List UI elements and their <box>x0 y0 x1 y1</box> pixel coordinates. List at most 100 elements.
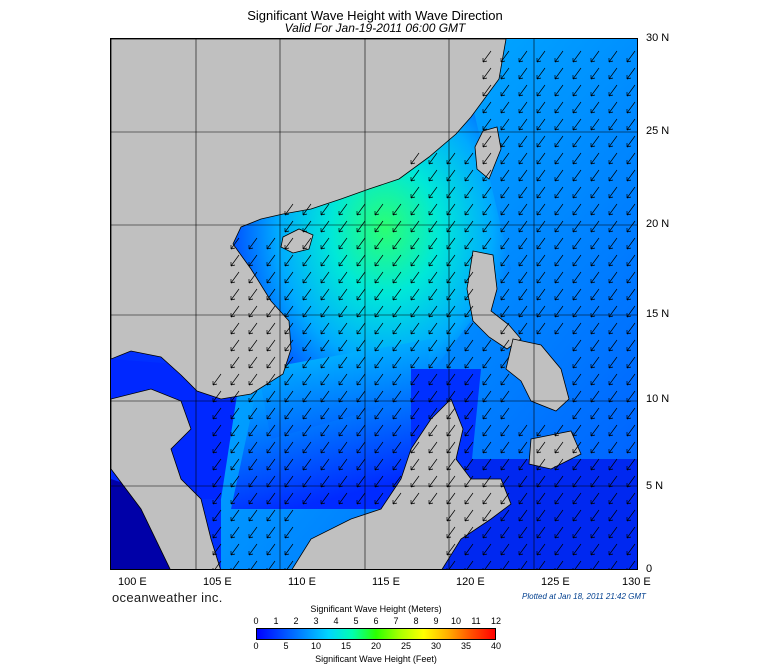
wave-arrow <box>536 67 546 80</box>
wave-arrow <box>608 220 618 233</box>
wave-arrow <box>464 526 474 539</box>
wave-arrow <box>554 237 564 250</box>
wave-arrow <box>230 356 240 369</box>
wave-arrow <box>230 458 240 471</box>
wave-arrow <box>356 203 366 216</box>
wave-arrow <box>554 135 564 148</box>
colorbar-meters-tick: 4 <box>333 616 339 626</box>
wave-arrow <box>608 135 618 148</box>
wave-arrow <box>374 407 384 420</box>
lat-label-30n: 30 N <box>646 32 670 44</box>
wave-arrow <box>410 339 420 352</box>
wave-arrow <box>500 186 510 199</box>
wave-arrow <box>572 135 582 148</box>
wave-arrow <box>284 237 294 250</box>
wave-arrow <box>212 407 222 420</box>
wave-arrow <box>428 492 438 505</box>
wave-arrow <box>356 373 366 386</box>
wave-arrow <box>572 271 582 284</box>
wave-arrow <box>554 50 564 63</box>
wave-arrow <box>266 254 276 267</box>
wave-arrow <box>248 356 258 369</box>
colorbar-feet-tick: 20 <box>370 641 382 651</box>
wave-arrow <box>248 458 258 471</box>
wave-arrow <box>536 441 546 454</box>
wave-arrow <box>572 50 582 63</box>
wave-arrow <box>302 407 312 420</box>
wave-arrow <box>464 407 474 420</box>
wave-arrow <box>590 67 600 80</box>
wave-arrow <box>248 271 258 284</box>
wave-arrow <box>266 339 276 352</box>
wave-arrow <box>284 560 294 569</box>
colorbar-feet-tick: 40 <box>490 641 502 651</box>
wave-arrow <box>428 203 438 216</box>
wave-arrow <box>608 458 618 471</box>
wave-arrow <box>518 152 528 165</box>
wave-arrow <box>464 254 474 267</box>
lat-label-25n: 25 N <box>646 125 670 137</box>
wave-arrow <box>410 356 420 369</box>
wave-arrow <box>410 373 420 386</box>
wave-arrow <box>626 186 636 199</box>
wave-arrow <box>248 322 258 335</box>
wave-arrow <box>428 407 438 420</box>
wave-arrow <box>590 441 600 454</box>
colorbar-meters-tick: 10 <box>450 616 462 626</box>
wave-arrow <box>248 560 258 569</box>
wave-arrow <box>626 526 636 539</box>
wave-arrow <box>626 407 636 420</box>
wave-arrow <box>608 67 618 80</box>
wave-arrow <box>608 101 618 114</box>
wave-arrow <box>428 152 438 165</box>
wave-arrow <box>230 288 240 301</box>
wave-arrow <box>392 322 402 335</box>
wave-arrow <box>518 441 528 454</box>
wave-arrow <box>626 339 636 352</box>
wave-arrow <box>590 152 600 165</box>
wave-arrow <box>428 458 438 471</box>
wave-arrow <box>482 67 492 80</box>
wave-arrow <box>626 441 636 454</box>
wave-arrow <box>284 526 294 539</box>
wave-arrow <box>608 203 618 216</box>
wave-arrow <box>482 339 492 352</box>
wave-arrow <box>554 441 564 454</box>
wave-arrow <box>464 339 474 352</box>
wave-arrow <box>500 118 510 131</box>
wave-arrow <box>356 237 366 250</box>
wave-arrow <box>392 424 402 437</box>
wave-arrow <box>500 492 510 505</box>
wave-arrow <box>590 373 600 386</box>
wave-arrow <box>482 356 492 369</box>
wave-arrow <box>554 84 564 97</box>
wave-arrow <box>608 84 618 97</box>
wave-arrow <box>518 492 528 505</box>
wave-arrow <box>590 543 600 556</box>
wave-arrow <box>464 186 474 199</box>
wave-arrow <box>554 101 564 114</box>
wave-arrow <box>392 288 402 301</box>
wave-arrow <box>392 373 402 386</box>
colorbar-meters-tick: 9 <box>433 616 439 626</box>
wave-arrow <box>410 186 420 199</box>
wave-arrow <box>464 288 474 301</box>
wave-arrow <box>572 220 582 233</box>
wave-arrow <box>500 169 510 182</box>
wave-arrow <box>518 458 528 471</box>
wave-arrow <box>302 288 312 301</box>
wave-arrow <box>536 118 546 131</box>
wave-arrow <box>572 203 582 216</box>
wave-arrow <box>518 186 528 199</box>
wave-arrow <box>482 118 492 131</box>
wave-arrow <box>464 356 474 369</box>
wave-arrow <box>626 509 636 522</box>
wave-arrow <box>536 254 546 267</box>
wave-arrow <box>608 339 618 352</box>
wave-arrow <box>482 441 492 454</box>
wave-arrow <box>536 169 546 182</box>
wave-arrow <box>428 220 438 233</box>
wave-arrow <box>536 492 546 505</box>
wave-arrow <box>572 237 582 250</box>
wave-arrow <box>302 373 312 386</box>
